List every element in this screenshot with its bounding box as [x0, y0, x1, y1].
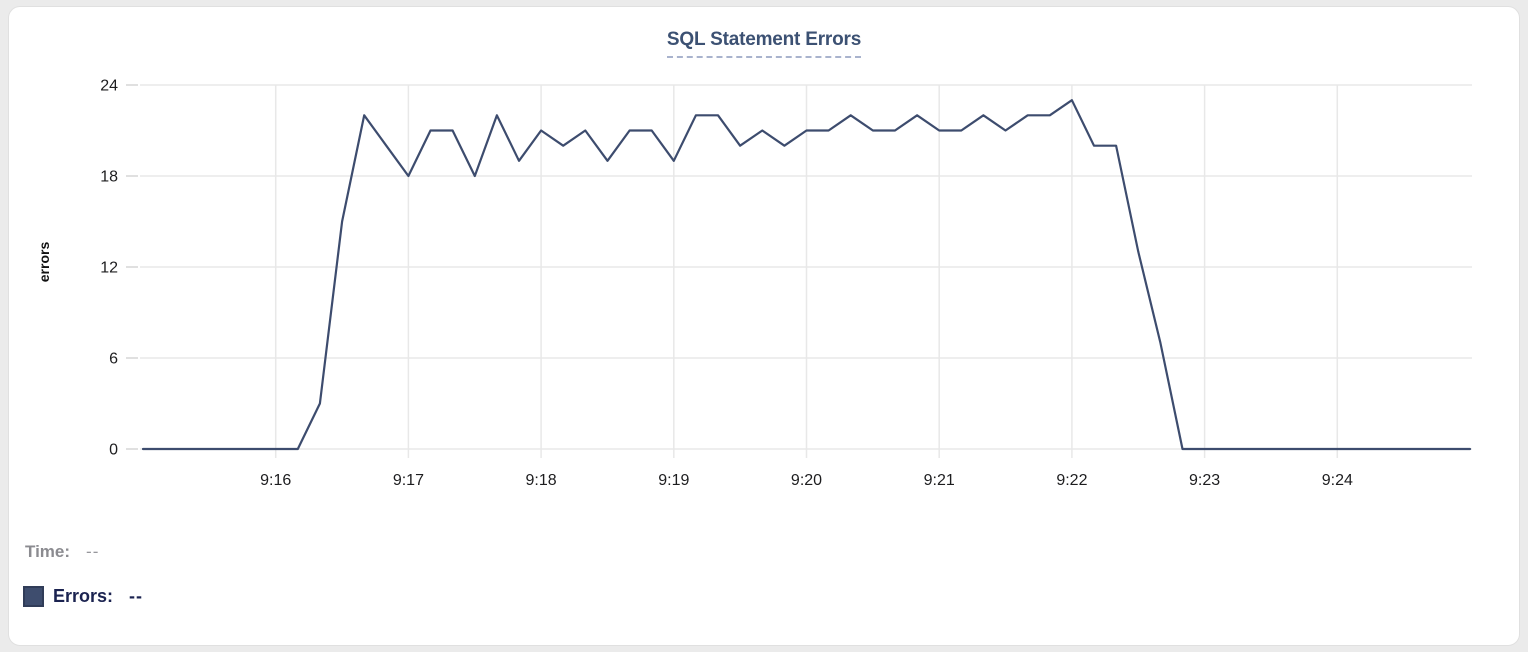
chart-svg[interactable]: 0 6 12 18 24 9:16 9:17 9:18 9:19 9:20 9:21 9:22 9:23…: [0, 0, 1528, 505]
svg-text:9:16: 9:16: [260, 472, 291, 489]
tooltip-time-value: --: [86, 542, 100, 561]
svg-text:18: 18: [100, 169, 118, 186]
svg-text:9:19: 9:19: [658, 472, 689, 489]
tooltip-errors-label: Errors:: [53, 586, 114, 606]
svg-text:9:18: 9:18: [526, 472, 557, 489]
svg-text:0: 0: [109, 442, 118, 459]
svg-text:9:22: 9:22: [1056, 472, 1087, 489]
tooltip-errors-value: --: [129, 586, 144, 606]
tooltip-errors-row: Errors: --: [23, 586, 143, 607]
svg-text:9:23: 9:23: [1189, 472, 1220, 489]
svg-text:9:24: 9:24: [1322, 472, 1353, 489]
svg-text:9:21: 9:21: [924, 472, 955, 489]
chart-title[interactable]: SQL Statement Errors: [666, 29, 861, 58]
svg-text:9:17: 9:17: [393, 472, 424, 489]
svg-text:24: 24: [100, 78, 118, 95]
chart-card: [8, 6, 1520, 646]
y-axis-label: errors: [36, 241, 52, 283]
svg-text:12: 12: [100, 260, 118, 277]
tooltip-time-label: Time:: [25, 542, 71, 561]
errors-series-swatch-icon: [23, 586, 44, 607]
svg-text:9:20: 9:20: [791, 472, 822, 489]
svg-text:6: 6: [109, 351, 118, 368]
chart-header: SQL Statement Errors: [0, 29, 1528, 58]
tooltip-time-row: Time: --: [25, 542, 99, 562]
